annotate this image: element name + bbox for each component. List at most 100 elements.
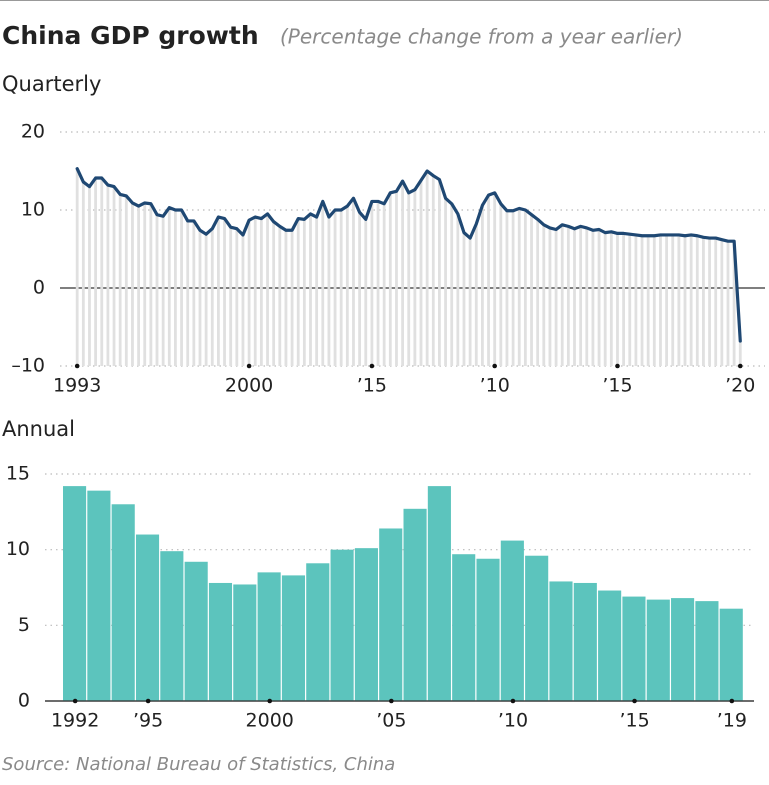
quarter-bar bbox=[345, 206, 349, 366]
x-tick-label: 1993 bbox=[53, 375, 101, 397]
quarter-bar bbox=[333, 210, 337, 366]
bar bbox=[306, 563, 330, 701]
bar bbox=[63, 486, 87, 701]
quarter-bar bbox=[444, 198, 447, 366]
quarter-bar bbox=[174, 210, 177, 366]
quarter-bar bbox=[462, 232, 466, 366]
quarter-bar bbox=[315, 217, 319, 366]
y-tick-label: 10 bbox=[6, 538, 30, 560]
quarter-bar bbox=[376, 201, 380, 366]
quarter-bar bbox=[714, 238, 718, 366]
quarter-bar bbox=[554, 229, 558, 366]
x-tick-dot bbox=[369, 363, 375, 369]
quarter-bar bbox=[732, 241, 736, 366]
quarter-bar bbox=[180, 210, 183, 366]
quarter-bar bbox=[677, 234, 681, 366]
quarter-bar bbox=[106, 185, 110, 366]
x-tick-label: 2000 bbox=[246, 710, 294, 732]
quarter-bar bbox=[186, 220, 190, 366]
bar bbox=[233, 584, 257, 701]
x-tick-label: ’10 bbox=[480, 375, 510, 397]
quarter-bar bbox=[364, 219, 368, 366]
quarter-bar bbox=[259, 218, 263, 366]
quarter-bar bbox=[487, 195, 490, 366]
bar bbox=[695, 601, 719, 701]
x-tick-label: 2000 bbox=[225, 375, 273, 397]
quarter-bar bbox=[229, 227, 233, 366]
bar bbox=[452, 554, 476, 701]
bar bbox=[573, 582, 597, 701]
quarter-bar bbox=[695, 235, 699, 366]
quarter-bar bbox=[720, 239, 724, 366]
quarter-bar bbox=[431, 175, 435, 366]
quarter-bar bbox=[683, 235, 687, 366]
bar bbox=[500, 540, 524, 701]
quarter-bar bbox=[143, 202, 147, 366]
quarter-bar bbox=[388, 192, 392, 366]
page-subtitle: (Percentage change from a year earlier) bbox=[280, 25, 683, 49]
quarter-bar bbox=[511, 210, 515, 366]
quarter-bar bbox=[413, 189, 417, 366]
y-tick-label: 5 bbox=[18, 614, 30, 636]
quarter-bar bbox=[149, 203, 153, 366]
quarter-bar bbox=[217, 217, 220, 366]
bar bbox=[379, 528, 403, 701]
panel-title: Quarterly bbox=[2, 72, 101, 96]
bar bbox=[184, 561, 208, 701]
quarter-bar bbox=[309, 213, 312, 366]
quarter-bar bbox=[112, 186, 116, 366]
quarter-bar bbox=[505, 210, 509, 366]
quarter-bar bbox=[352, 198, 355, 366]
quarter-bar bbox=[652, 235, 656, 366]
quarter-bar bbox=[591, 230, 595, 366]
bar bbox=[135, 534, 160, 701]
y-tick-label: 15 bbox=[6, 463, 30, 485]
quarter-bar bbox=[339, 210, 343, 366]
gdp-line bbox=[75, 167, 742, 343]
quarter-bar bbox=[493, 192, 497, 366]
y-tick-label: 20 bbox=[21, 121, 45, 143]
x-tick-label: ’15 bbox=[602, 375, 632, 397]
bar bbox=[281, 575, 306, 701]
quarter-bar bbox=[646, 235, 650, 366]
quarter-bar bbox=[585, 227, 589, 366]
quarter-bar bbox=[419, 180, 423, 366]
quarter-bar bbox=[517, 208, 521, 366]
quarter-bar bbox=[468, 238, 472, 366]
x-tick-dot bbox=[632, 698, 637, 704]
x-tick-label: ’19 bbox=[717, 710, 747, 732]
quarter-bar bbox=[247, 220, 251, 366]
quarter-bar bbox=[137, 206, 140, 366]
quarter-bar bbox=[124, 195, 128, 366]
quarter-bar bbox=[198, 230, 202, 366]
x-tick-dot bbox=[72, 698, 78, 704]
y-tick-label: –10 bbox=[11, 355, 45, 377]
bar bbox=[549, 581, 573, 701]
quarter-bar bbox=[266, 213, 269, 366]
quarter-bar bbox=[382, 203, 386, 366]
quarter-bar bbox=[566, 226, 570, 366]
quarter-bar bbox=[284, 230, 288, 366]
quarter-bar bbox=[609, 231, 613, 366]
quarter-bar bbox=[131, 202, 134, 366]
quarter-bar bbox=[223, 218, 226, 366]
quarter-bar bbox=[603, 232, 607, 366]
x-tick-label: ’95 bbox=[133, 710, 163, 732]
quarter-bar bbox=[665, 234, 668, 366]
bar bbox=[257, 572, 281, 701]
bar bbox=[719, 608, 743, 701]
x-tick-dot bbox=[492, 363, 497, 369]
quarter-bar bbox=[536, 219, 540, 366]
quarter-bar bbox=[542, 224, 546, 366]
quarter-bar bbox=[358, 212, 362, 366]
quarter-bar bbox=[290, 230, 294, 366]
quarter-bar bbox=[560, 224, 564, 366]
quarter-bar bbox=[278, 226, 282, 366]
quarter-bar bbox=[499, 203, 503, 366]
quarter-bar bbox=[597, 229, 601, 366]
bar bbox=[525, 555, 549, 701]
quarter-bar bbox=[75, 168, 79, 366]
quarter-bar bbox=[640, 235, 644, 366]
bar bbox=[476, 558, 500, 701]
bar bbox=[111, 504, 135, 701]
